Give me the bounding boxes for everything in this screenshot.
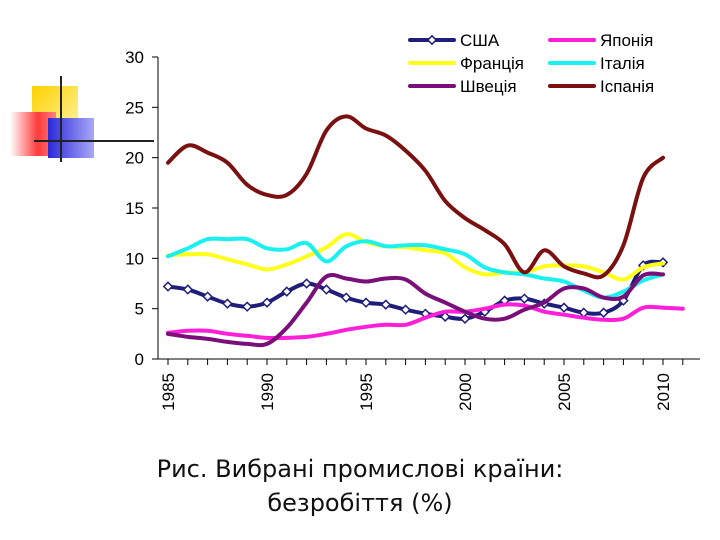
legend-marker <box>426 34 438 46</box>
data-point-marker <box>281 286 293 297</box>
legend-label: Японія <box>600 31 653 50</box>
data-point-marker <box>380 299 392 310</box>
x-tick-label: 2000 <box>456 373 475 411</box>
data-point-marker <box>182 284 194 295</box>
y-tick-label: 20 <box>125 149 144 168</box>
y-tick-label: 5 <box>135 300 144 319</box>
series-line-5 <box>166 114 665 280</box>
data-point-marker <box>321 284 332 295</box>
data-point-marker <box>439 311 451 322</box>
data-point-marker <box>162 281 174 292</box>
legend-label: Іспанія <box>600 77 654 96</box>
y-tick-label: 30 <box>125 48 144 67</box>
slide-corner-squares <box>0 0 154 170</box>
data-point-marker <box>202 291 213 302</box>
legend-label: Італія <box>600 54 645 73</box>
y-tick-label: 25 <box>125 98 144 117</box>
legend-label: США <box>460 31 500 50</box>
series-line-1 <box>166 302 685 341</box>
data-point-marker <box>558 302 570 313</box>
x-tick-label: 1995 <box>357 373 376 411</box>
blue-square <box>48 118 94 158</box>
series-line-2 <box>166 232 665 282</box>
legend-label: Франція <box>460 54 524 73</box>
data-point-marker <box>360 297 372 308</box>
data-point-marker <box>222 298 233 309</box>
data-point-marker <box>301 278 312 289</box>
y-tick-label: 15 <box>125 199 144 218</box>
x-tick-label: 2005 <box>555 373 574 411</box>
data-point-marker <box>519 293 530 304</box>
legend-label: Швеція <box>460 77 517 96</box>
x-tick-label: 1985 <box>159 373 178 411</box>
horizontal-line <box>34 140 154 142</box>
x-tick-label: 2010 <box>654 373 673 411</box>
vertical-line <box>60 76 62 162</box>
data-point-marker <box>340 292 352 303</box>
data-point-marker <box>400 304 411 315</box>
data-point-marker <box>261 297 273 308</box>
series-line-4 <box>166 271 665 348</box>
caption-line-1: Рис. Вибрані промислові країни: <box>156 455 564 483</box>
x-tick-label: 1990 <box>258 373 277 411</box>
unemployment-line-chart: 0 5 10 15 20 25 30 1985 1990 1995 2000 2005 2010 США Я… <box>125 31 700 411</box>
y-tick-label: 0 <box>135 350 144 369</box>
data-point-marker <box>241 301 253 312</box>
y-tick-label: 10 <box>125 249 144 268</box>
data-point-marker <box>459 313 471 324</box>
caption-line-2: безробіття (%) <box>267 489 453 517</box>
data-point-marker <box>598 307 609 318</box>
